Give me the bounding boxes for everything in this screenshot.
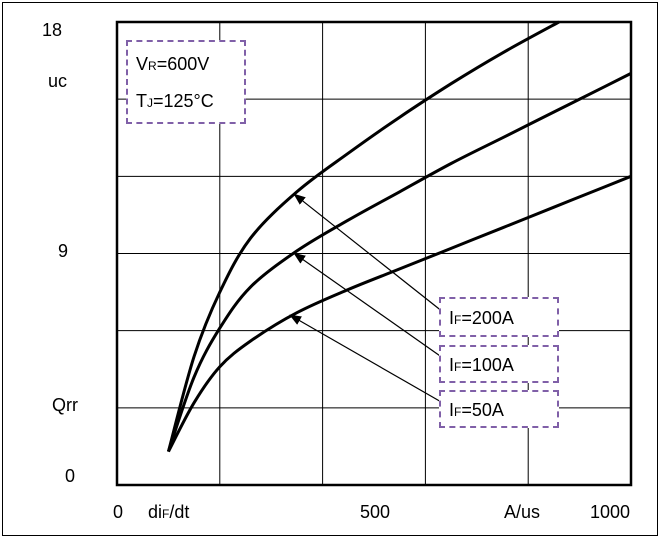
vr-condition: VR=600V (136, 54, 210, 74)
figure-frame (2, 2, 658, 536)
leader-arrow-1 (293, 252, 444, 359)
x-tick-label: 1000 (590, 502, 631, 522)
x-axis-title-main: di (148, 502, 163, 522)
y-tick-label: 18 (42, 20, 63, 40)
series-label-if200: IF=200A (439, 297, 559, 337)
conditions-box: VR=600V TJ=125°C (126, 40, 246, 124)
y-tick-label: 0 (65, 466, 76, 486)
x-axis-title: diF/dt (148, 502, 189, 523)
series-label-if50: IF=50A (439, 390, 559, 428)
series-line-0 (166, 20, 560, 452)
y-tick-label: 9 (58, 241, 69, 261)
series-line-1 (166, 72, 632, 453)
leader-arrow-0 (293, 193, 444, 313)
x-unit-label: A/us (504, 502, 541, 522)
x-axis-title-rest: /dt (169, 502, 190, 522)
tj-condition: TJ=125°C (136, 91, 214, 111)
x-axis-title-sub: F (162, 507, 170, 521)
leader-arrow-2 (289, 314, 444, 404)
y-unit-label: uc (48, 71, 68, 91)
series-label-if100: IF=100A (439, 345, 559, 383)
plot-border (115, 20, 633, 487)
x-tick-label: 500 (360, 502, 391, 522)
series-line-2 (167, 174, 632, 453)
x-tick-label: 0 (113, 502, 124, 522)
y-axis-title: Qrr (52, 395, 78, 415)
